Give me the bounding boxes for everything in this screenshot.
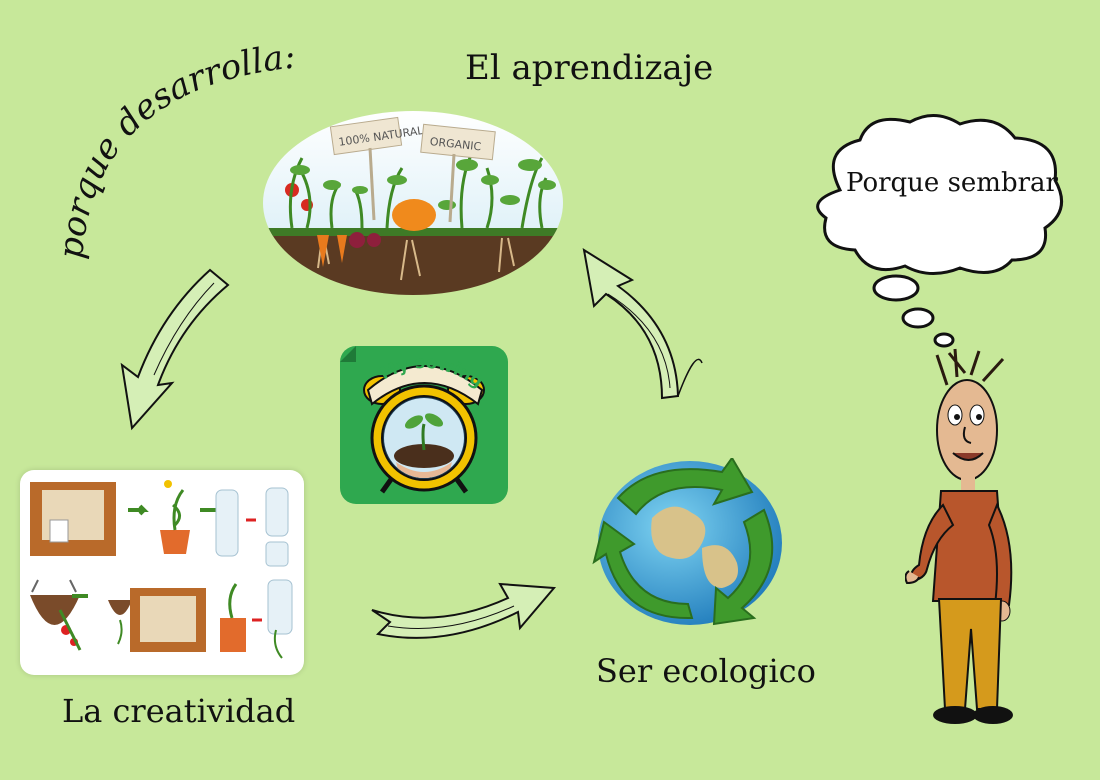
svg-text:ORGANIC: ORGANIC (429, 135, 482, 153)
curved-arrow-icon (120, 268, 230, 431)
arrow-creativity-to-ecology (368, 570, 558, 650)
arrow-ecology-to-learning (578, 238, 708, 403)
garden-illustration: 100% NATURAL ORGANIC (262, 110, 564, 296)
creativity-illustration (20, 470, 304, 675)
node-label-creativity: La creatividad (62, 692, 296, 730)
thought-bubble: Porque sembrar (800, 110, 1075, 355)
curved-heading: porque desarrolla: (51, 37, 297, 261)
curved-arrow-icon (582, 247, 703, 400)
arrow-learning-to-creativity (110, 265, 245, 435)
node-label-ecology: Ser ecologico (596, 652, 816, 690)
node-label-learning: El aprendizaje (465, 48, 714, 88)
alarm-clock-with-seedling-icon: My sowing (340, 346, 508, 504)
recycling-globe-icon (592, 456, 782, 626)
curved-arrow-icon (371, 582, 557, 639)
heading-text: porque desarrolla: (51, 37, 297, 261)
eco-globe-illustration (592, 456, 788, 628)
cartoon-man-figure (904, 345, 1035, 730)
app-icon-my-sowing: My sowing (338, 338, 510, 506)
sign-organic: ORGANIC (420, 123, 496, 223)
thought-bubble-text: Porque sembrar (846, 168, 1058, 198)
